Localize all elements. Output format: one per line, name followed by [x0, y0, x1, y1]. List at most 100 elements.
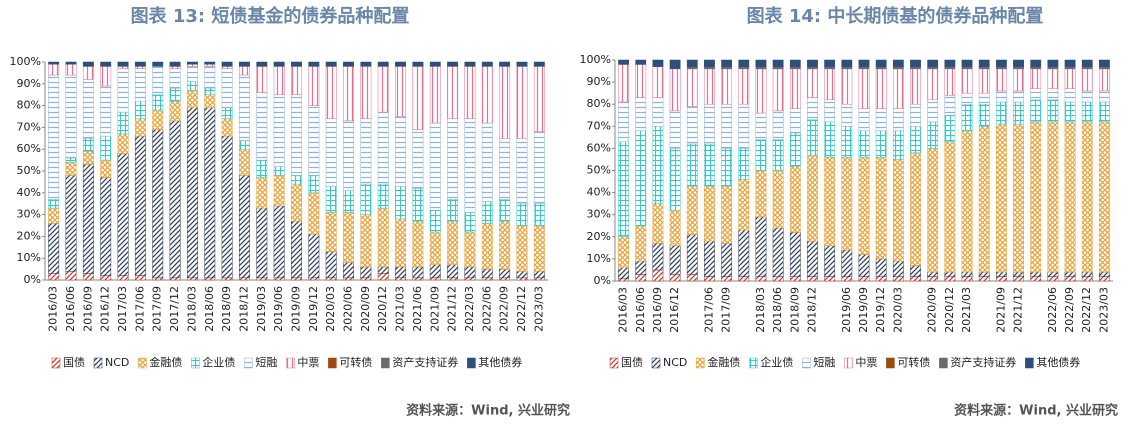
legend-swatch	[886, 357, 895, 369]
bar-segment	[1013, 59, 1024, 67]
bar-segment	[995, 66, 1007, 70]
bar-segment	[841, 68, 853, 105]
bar-segment	[239, 148, 250, 176]
bar-segment	[1047, 66, 1059, 70]
bar-segment	[273, 94, 285, 167]
bar-segment	[1081, 66, 1093, 70]
bar-segment	[807, 66, 818, 70]
bar-segment	[635, 97, 647, 131]
bar-segment	[824, 276, 836, 282]
bar-segment	[291, 61, 302, 67]
bar-segment	[686, 66, 698, 70]
bar-segment	[152, 277, 164, 281]
bar-segment	[48, 273, 60, 281]
bar-segment	[100, 275, 112, 281]
bar-segment	[1064, 88, 1076, 103]
x-tick-label: 2018/12	[805, 287, 818, 333]
bar-segment	[533, 61, 545, 67]
bar-segment	[755, 59, 767, 67]
bar-segment	[772, 66, 784, 70]
bar-segment	[824, 156, 836, 246]
bar-segment	[499, 277, 511, 281]
bar-segment	[65, 74, 77, 159]
bar-segment	[273, 166, 285, 176]
bar-segment	[377, 66, 389, 113]
bar-segment	[481, 223, 493, 270]
bar-segment	[65, 157, 77, 163]
x-tick-label: 2020/12	[376, 286, 389, 332]
bar-segment	[273, 205, 285, 279]
bar-segment	[1047, 121, 1059, 273]
bar-segment	[995, 271, 1007, 277]
bar-segment	[721, 185, 733, 244]
bar-segment	[481, 66, 493, 124]
bar-segment	[169, 68, 181, 89]
x-tick-label: 2017/09	[151, 286, 164, 332]
bar-segment	[772, 170, 784, 229]
legend-label: 短融	[813, 355, 835, 369]
bar-segment	[1030, 276, 1042, 282]
legend-label: 资产支持证券	[392, 355, 458, 369]
bar-segment	[978, 66, 990, 70]
bar-segment	[308, 175, 320, 194]
bar-segment	[755, 276, 767, 282]
bar-segment	[516, 66, 528, 139]
bar-segment	[721, 66, 733, 70]
bar-segment	[499, 61, 511, 67]
bar-segment	[789, 232, 801, 277]
bar-segment	[1064, 59, 1076, 67]
bar-segment	[186, 66, 198, 82]
bar-segment	[464, 66, 476, 119]
bar-segment	[892, 159, 904, 262]
bar-segment	[927, 271, 939, 277]
bar-segment	[1030, 68, 1042, 89]
bar-segment	[152, 109, 164, 130]
bar-segment	[841, 156, 853, 251]
x-tick-label: 2019/06	[272, 286, 285, 332]
bar-segment	[1081, 276, 1093, 282]
legend-swatch	[749, 357, 758, 369]
bar-segment	[944, 141, 956, 273]
bar-segment	[65, 63, 77, 76]
bar-segment	[875, 258, 887, 277]
bar-segment	[273, 61, 285, 67]
bar-segment	[1047, 59, 1059, 67]
legend-label: 其他债券	[478, 355, 522, 369]
x-tick-label: 2021/03	[394, 286, 407, 332]
y-tick-label: 40%	[587, 186, 611, 199]
bar-segment	[325, 66, 337, 119]
x-tick-label: 2016/06	[634, 287, 647, 333]
bar-segment	[652, 126, 664, 204]
bar-segment	[169, 100, 181, 122]
bar-segment	[499, 199, 511, 222]
bar-segment	[169, 66, 181, 69]
bar-segment	[944, 66, 956, 70]
bar-segment	[618, 101, 629, 143]
bar-segment	[961, 68, 973, 94]
x-tick-label: 2018/09	[788, 287, 801, 333]
bar-segment	[635, 225, 647, 262]
bar-segment	[1047, 88, 1059, 101]
bar-segment	[704, 66, 715, 70]
x-tick-label: 2022/06	[1046, 287, 1059, 333]
y-tick-label: 100%	[10, 55, 41, 68]
bar-segment	[291, 220, 302, 279]
bar-segment	[961, 130, 973, 273]
bar-segment	[117, 66, 129, 69]
bar-segment	[429, 66, 441, 124]
bar-segment	[892, 66, 904, 70]
legend-label: 企业债	[760, 355, 793, 369]
x-tick-label: 2018/06	[771, 287, 784, 333]
bar-segment	[618, 141, 629, 238]
bar-segment	[875, 66, 887, 70]
bar-segment	[447, 277, 459, 281]
bar-segment	[100, 135, 112, 161]
bar-segment	[875, 130, 887, 158]
bar-segment	[686, 185, 698, 235]
bar-segment	[117, 133, 129, 154]
bar-segment	[978, 126, 990, 273]
bar-segment	[686, 234, 698, 275]
bar-segment	[343, 212, 354, 263]
bar-segment	[48, 63, 60, 76]
